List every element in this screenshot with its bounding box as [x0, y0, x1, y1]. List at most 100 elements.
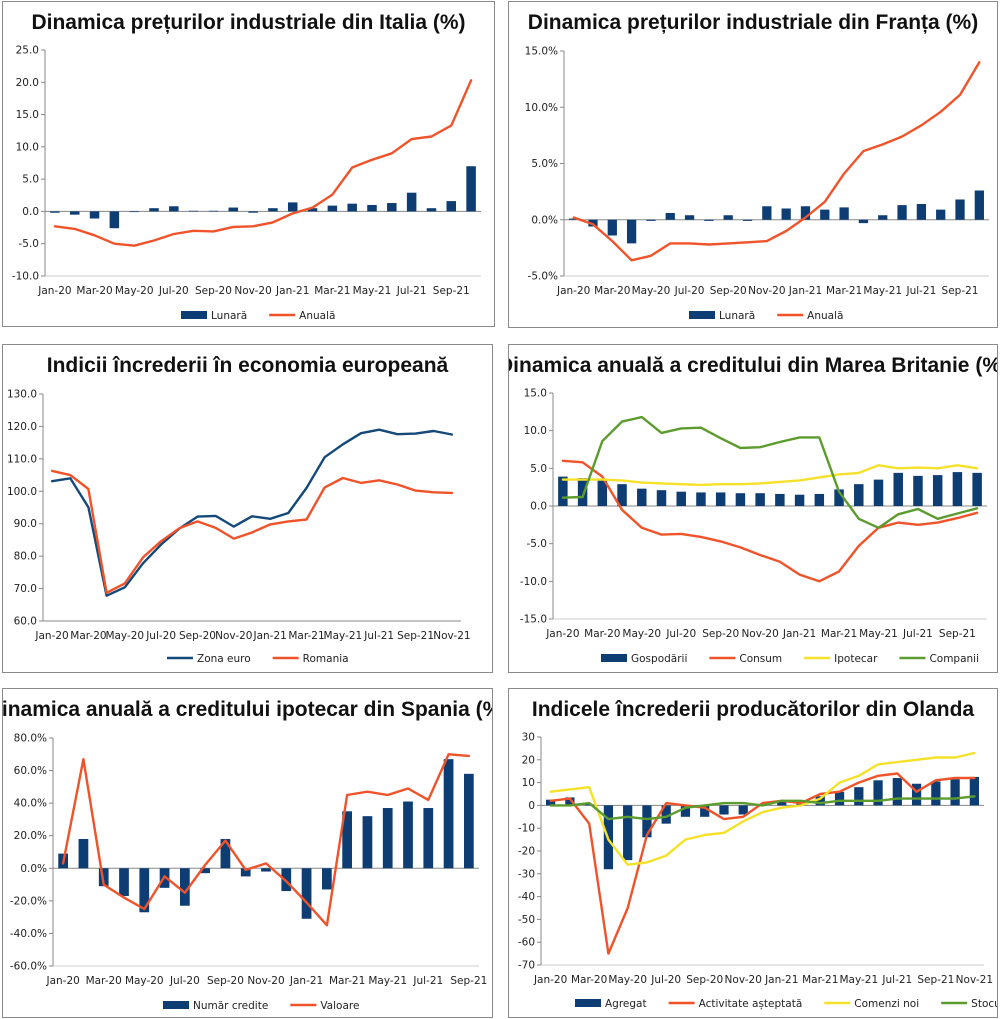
bar-lunara — [820, 209, 830, 220]
bar-agregat — [873, 780, 883, 806]
chart-title: Dinamica prețurilor industriale din Fran… — [528, 11, 978, 34]
x-tick-label: May-20 — [632, 285, 671, 297]
bar-numar-credite — [78, 838, 89, 869]
x-tick-label: Nov-20 — [741, 628, 778, 640]
y-tick-label: -50 — [518, 914, 535, 926]
bar-numar-credite — [423, 808, 434, 869]
line-romania — [50, 469, 454, 595]
bar-numar-credite — [139, 868, 150, 913]
y-tick-label: -30 — [518, 868, 535, 880]
x-tick-label: Mar-20 — [86, 975, 122, 987]
y-tick-label: 25.0 — [16, 45, 39, 57]
x-tick-label: Mar-20 — [594, 285, 630, 297]
chart-franta: Dinamica prețurilor industriale din Fran… — [508, 1, 998, 328]
bar-lunara — [646, 219, 656, 221]
legend-label-consum: Consum — [739, 653, 782, 665]
x-tick-label: Jul-20 — [674, 285, 705, 297]
x-tick-label: Jul-20 — [158, 285, 189, 297]
legend-label-gospodarii: Gospodării — [631, 653, 687, 665]
bar-lunara — [169, 206, 179, 212]
chart-incredere-ue: Indicii încrederii în economia europeană… — [2, 344, 493, 673]
legend-label-companii: Companii — [929, 653, 979, 665]
legend-label-anuala: Anuală — [299, 310, 335, 322]
bar-numar-credite — [342, 811, 353, 869]
x-tick-label: Nov-20 — [234, 285, 271, 297]
bar-agregat — [969, 776, 979, 806]
bar-lunara — [955, 199, 965, 220]
x-tick-label: Jul-21 — [363, 630, 394, 642]
legend-label-agregat: Agregat — [605, 998, 647, 1010]
y-tick-label: -10.0 — [12, 271, 39, 283]
bar-lunara — [426, 208, 437, 212]
bar-lunara — [149, 208, 159, 212]
x-tick-label: Jan-21 — [782, 628, 816, 640]
y-tick-label: 20 — [522, 754, 535, 766]
x-tick-label: May-20 — [115, 285, 154, 297]
line-anuala — [572, 61, 981, 262]
bar-numar-credite — [403, 801, 413, 869]
bar-agregat — [680, 805, 691, 817]
bar-lunara — [248, 211, 258, 213]
bar-lunara — [89, 211, 100, 219]
y-tick-label: -5.0% — [528, 271, 558, 283]
x-tick-label: Mar-21 — [802, 974, 838, 986]
y-tick-label: 20.0% — [14, 830, 47, 842]
legend-label-anuala: Anuală — [807, 310, 843, 322]
bar-lunara — [109, 211, 120, 229]
legend-label-comenzi-noi: Comenzi noi — [854, 998, 919, 1010]
legend-swatch-lunara — [689, 311, 715, 319]
y-tick-label: 110.0 — [7, 453, 37, 465]
y-tick-label: -5.0 — [19, 238, 40, 250]
bar-agregat — [642, 805, 652, 838]
chart-title: Dinamica anuală a creditului din Marea B… — [509, 354, 997, 377]
bar-lunara — [50, 211, 60, 213]
line-companii — [561, 415, 979, 530]
x-tick-label: Nov-20 — [725, 974, 762, 986]
y-tick-label: 60.0 — [14, 616, 37, 628]
x-tick-label: Jan-21 — [289, 975, 323, 987]
x-tick-label: Sep-20 — [207, 975, 244, 987]
bar-lunara — [916, 204, 927, 220]
y-tick-label: 5.0 — [530, 463, 547, 475]
x-tick-label: Jul-21 — [881, 974, 912, 986]
bar-gospodarii — [617, 484, 627, 506]
bar-gospodarii — [814, 493, 825, 506]
bar-lunara — [936, 209, 946, 220]
bar-gospodarii — [558, 476, 568, 506]
bar-gospodarii — [913, 475, 923, 506]
x-tick-label: Jan-21 — [788, 285, 822, 297]
bar-gospodarii — [755, 493, 765, 506]
legend-swatch-gospodarii — [601, 654, 627, 662]
bar-numar-credite — [443, 759, 454, 869]
x-tick-label: Sep-20 — [195, 285, 232, 297]
y-tick-label: 0.0% — [20, 863, 47, 875]
y-tick-label: 0.0 — [530, 501, 547, 513]
x-tick-label: Sep-21 — [433, 285, 470, 297]
bar-agregat — [565, 797, 575, 806]
x-tick-label: Sep-20 — [179, 630, 216, 642]
x-tick-label: May-21 — [839, 974, 878, 986]
x-tick-label: Sep-21 — [397, 630, 434, 642]
x-tick-label: Jul-20 — [169, 975, 200, 987]
x-tick-label: Jul-20 — [145, 630, 176, 642]
line-activitate-asteptata — [549, 772, 976, 955]
x-tick-label: Sep-20 — [710, 285, 747, 297]
bar-gospodarii — [972, 472, 982, 506]
x-tick-label: Mar-21 — [288, 630, 324, 642]
x-tick-label: Mar-21 — [826, 285, 862, 297]
y-tick-label: -10.0 — [520, 576, 547, 588]
legend-label-zona-euro: Zona euro — [197, 653, 251, 665]
bar-gospodarii — [637, 488, 647, 506]
y-tick-label: -10 — [518, 823, 535, 835]
bar-lunara — [897, 205, 907, 220]
bar-agregat — [700, 805, 710, 817]
line-zona-euro — [50, 428, 454, 597]
bar-lunara — [466, 166, 476, 212]
y-tick-label: -15.0 — [520, 614, 547, 626]
x-tick-label: Jan-20 — [37, 285, 71, 297]
y-tick-label: 40.0% — [14, 798, 47, 810]
bar-lunara — [742, 219, 753, 221]
bar-lunara — [684, 215, 695, 220]
x-tick-label: Jul-21 — [905, 285, 936, 297]
x-tick-label: Mar-21 — [329, 975, 365, 987]
